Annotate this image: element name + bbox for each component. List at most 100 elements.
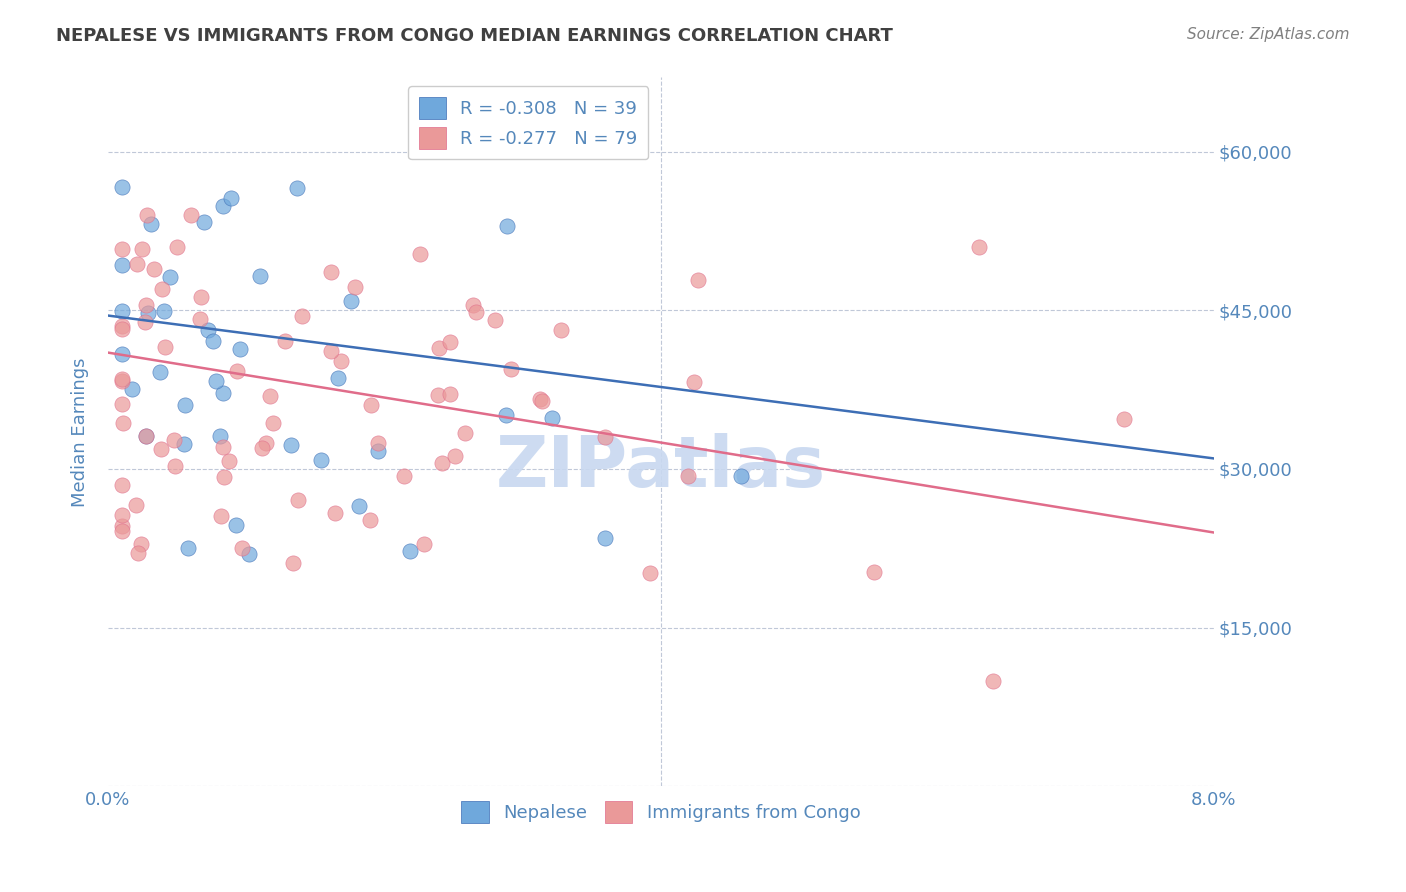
Point: [484, 313, 506, 327]
Point: [209, 509, 232, 524]
Point: [159, 270, 181, 285]
Point: [541, 411, 564, 425]
Point: [339, 293, 361, 308]
Point: [121, 382, 143, 396]
Point: [465, 305, 488, 319]
Point: [212, 470, 235, 484]
Point: [190, 290, 212, 304]
Point: [166, 240, 188, 254]
Point: [427, 341, 450, 355]
Point: [111, 319, 134, 334]
Text: Source: ZipAtlas.com: Source: ZipAtlas.com: [1187, 27, 1350, 42]
Point: [398, 543, 420, 558]
Point: [262, 417, 284, 431]
Point: [427, 388, 450, 402]
Point: [127, 257, 149, 271]
Point: [149, 365, 172, 379]
Point: [218, 453, 240, 467]
Point: [367, 436, 389, 450]
Point: [274, 334, 297, 348]
Point: [529, 392, 551, 406]
Point: [330, 354, 353, 368]
Point: [111, 508, 134, 522]
Point: [231, 541, 253, 555]
Point: [321, 265, 343, 279]
Point: [319, 344, 342, 359]
Point: [328, 370, 350, 384]
Text: ZIPatlas: ZIPatlas: [496, 433, 825, 502]
Point: [344, 280, 367, 294]
Point: [285, 181, 308, 195]
Point: [238, 547, 260, 561]
Point: [135, 208, 157, 222]
Point: [153, 304, 176, 318]
Point: [291, 309, 314, 323]
Point: [131, 243, 153, 257]
Point: [981, 673, 1004, 688]
Point: [212, 440, 235, 454]
Point: [111, 242, 134, 256]
Point: [111, 258, 134, 272]
Point: [280, 437, 302, 451]
Point: [323, 507, 346, 521]
Point: [155, 340, 177, 354]
Point: [367, 443, 389, 458]
Point: [359, 513, 381, 527]
Point: [676, 469, 699, 483]
Point: [501, 362, 523, 376]
Point: [226, 364, 249, 378]
Point: [595, 430, 617, 444]
Point: [180, 208, 202, 222]
Point: [212, 385, 235, 400]
Point: [197, 323, 219, 337]
Point: [135, 429, 157, 443]
Point: [125, 498, 148, 512]
Point: [863, 565, 886, 579]
Point: [150, 282, 173, 296]
Point: [111, 416, 134, 430]
Point: [394, 469, 416, 483]
Point: [212, 198, 235, 212]
Point: [135, 298, 157, 312]
Point: [1112, 411, 1135, 425]
Point: [149, 442, 172, 457]
Point: [444, 450, 467, 464]
Point: [111, 347, 134, 361]
Point: [287, 493, 309, 508]
Point: [142, 261, 165, 276]
Point: [682, 375, 704, 389]
Point: [208, 429, 231, 443]
Y-axis label: Median Earnings: Median Earnings: [72, 357, 89, 507]
Point: [360, 399, 382, 413]
Point: [163, 433, 186, 447]
Point: [111, 372, 134, 386]
Point: [409, 247, 432, 261]
Point: [463, 297, 485, 311]
Point: [439, 334, 461, 349]
Point: [176, 541, 198, 556]
Point: [111, 397, 134, 411]
Point: [127, 546, 149, 560]
Point: [347, 499, 370, 513]
Point: [454, 426, 477, 441]
Point: [136, 306, 159, 320]
Point: [173, 437, 195, 451]
Point: [193, 215, 215, 229]
Point: [413, 536, 436, 550]
Point: [111, 304, 134, 318]
Point: [129, 536, 152, 550]
Point: [550, 323, 572, 337]
Point: [135, 429, 157, 443]
Point: [249, 268, 271, 283]
Point: [495, 409, 517, 423]
Point: [430, 456, 453, 470]
Point: [201, 334, 224, 348]
Point: [111, 375, 134, 389]
Point: [111, 524, 134, 539]
Point: [730, 469, 752, 483]
Point: [967, 240, 990, 254]
Point: [219, 191, 242, 205]
Point: [111, 321, 134, 335]
Point: [111, 518, 134, 533]
Point: [188, 312, 211, 326]
